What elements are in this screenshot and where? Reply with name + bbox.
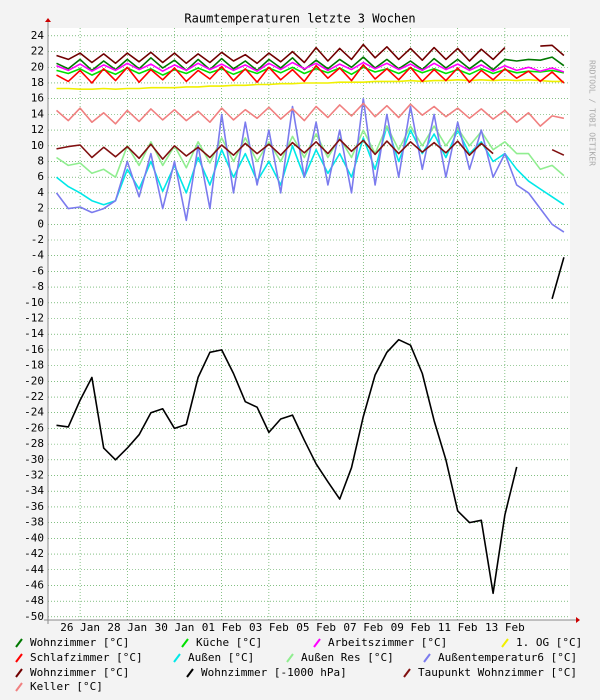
x-tick-label: 09 Feb — [391, 621, 431, 634]
legend-swatch — [286, 653, 294, 663]
y-tick-label: 20 — [31, 60, 44, 73]
legend-swatch — [173, 653, 181, 663]
x-tick-label: 30 Jan — [155, 621, 195, 634]
y-tick-label: 0 — [37, 217, 44, 230]
legend-swatch — [423, 653, 431, 663]
axis-arrow — [45, 18, 51, 22]
y-tick-label: -20 — [24, 374, 44, 387]
series-line — [56, 138, 565, 160]
legend-swatch — [186, 668, 194, 678]
y-tick-label: 16 — [31, 92, 44, 105]
y-tick-label: -42 — [24, 547, 44, 560]
legend-label: Außen [°C] — [188, 651, 254, 664]
legend-label: Keller [°C] — [30, 680, 103, 693]
series-line — [56, 125, 565, 206]
legend-label: Wohnzimmer [°C] — [30, 666, 129, 679]
y-tick-label: -38 — [24, 516, 44, 529]
y-tick-label: -28 — [24, 437, 44, 450]
legend-label: Arbeitszimmer [°C] — [328, 636, 447, 649]
legend-label: Wohnzimmer [-1000 hPa] — [201, 666, 347, 679]
axis-arrow — [576, 617, 580, 623]
y-tick-label: -26 — [24, 421, 44, 434]
y-tick-label: -6 — [31, 264, 44, 277]
legend-swatch — [313, 638, 321, 648]
legend-swatch — [181, 638, 189, 648]
y-tick-label: -32 — [24, 469, 44, 482]
y-tick-label: -24 — [24, 406, 44, 419]
y-tick-label: -2 — [31, 233, 44, 246]
legend-label: Außentemperatur6 [°C] — [438, 651, 577, 664]
series-line — [56, 56, 565, 72]
series-line — [56, 43, 565, 65]
series-line — [55, 97, 565, 233]
y-tick-label: -44 — [24, 563, 44, 576]
y-tick-label: -36 — [24, 500, 44, 513]
y-tick-label: -34 — [24, 484, 44, 497]
legend-label: Wohnzimmer [°C] — [30, 636, 129, 649]
series-line — [56, 257, 565, 595]
y-tick-label: -16 — [24, 343, 44, 356]
legend-label: Außen Res [°C] — [301, 651, 394, 664]
series-line — [56, 66, 565, 76]
y-tick-label: -12 — [24, 312, 44, 325]
series-line — [56, 64, 565, 84]
legend-swatch — [15, 668, 23, 678]
watermark: RRDTOOL / TOBI OETIKER — [588, 60, 597, 166]
y-tick-label: 12 — [31, 123, 44, 136]
chart-title: Raumtemperaturen letzte 3 Wochen — [184, 12, 415, 26]
x-tick-label: 07 Feb — [343, 621, 383, 634]
y-tick-label: 4 — [37, 186, 44, 199]
x-tick-label: 03 Feb — [249, 621, 289, 634]
legend-label: 1. OG [°C] — [516, 636, 582, 649]
legend-label: Schlafzimmer [°C] — [30, 651, 143, 664]
plot-area — [48, 28, 570, 620]
y-tick-label: 14 — [31, 107, 45, 120]
legend-swatch — [501, 638, 509, 648]
x-tick-label: 11 Feb — [438, 621, 478, 634]
series-line — [56, 79, 564, 90]
y-tick-label: -50 — [24, 610, 44, 623]
y-tick-label: 6 — [37, 170, 44, 183]
series-line — [55, 102, 565, 127]
y-tick-label: 2 — [37, 202, 44, 215]
y-tick-label: 22 — [31, 45, 44, 58]
legend-swatch — [15, 638, 23, 648]
x-tick-label: 28 Jan — [107, 621, 147, 634]
y-tick-label: -14 — [24, 327, 44, 340]
y-tick-label: -8 — [31, 280, 44, 293]
y-tick-label: -22 — [24, 390, 44, 403]
y-tick-label: -30 — [24, 453, 44, 466]
legend-swatch — [403, 668, 411, 678]
y-tick-label: -4 — [31, 249, 45, 262]
x-tick-label: 01 Feb — [202, 621, 242, 634]
y-tick-label: -40 — [24, 531, 44, 544]
x-tick-label: 13 Feb — [485, 621, 525, 634]
y-tick-label: 24 — [31, 29, 45, 42]
legend-swatch — [15, 682, 23, 692]
x-tick-label: 05 Feb — [296, 621, 336, 634]
legend-swatch — [15, 653, 23, 663]
y-tick-label: -18 — [24, 359, 44, 372]
x-tick-label: 26 Jan — [60, 621, 100, 634]
legend-label: Taupunkt Wohnzimmer [°C] — [418, 666, 577, 679]
legend-label: Küche [°C] — [196, 636, 262, 649]
y-tick-label: 18 — [31, 76, 44, 89]
y-tick-label: 8 — [37, 154, 44, 167]
y-tick-label: 10 — [31, 139, 44, 152]
series-line — [56, 61, 565, 73]
y-tick-label: -46 — [24, 578, 44, 591]
y-tick-label: -48 — [24, 594, 44, 607]
y-tick-label: -10 — [24, 296, 44, 309]
